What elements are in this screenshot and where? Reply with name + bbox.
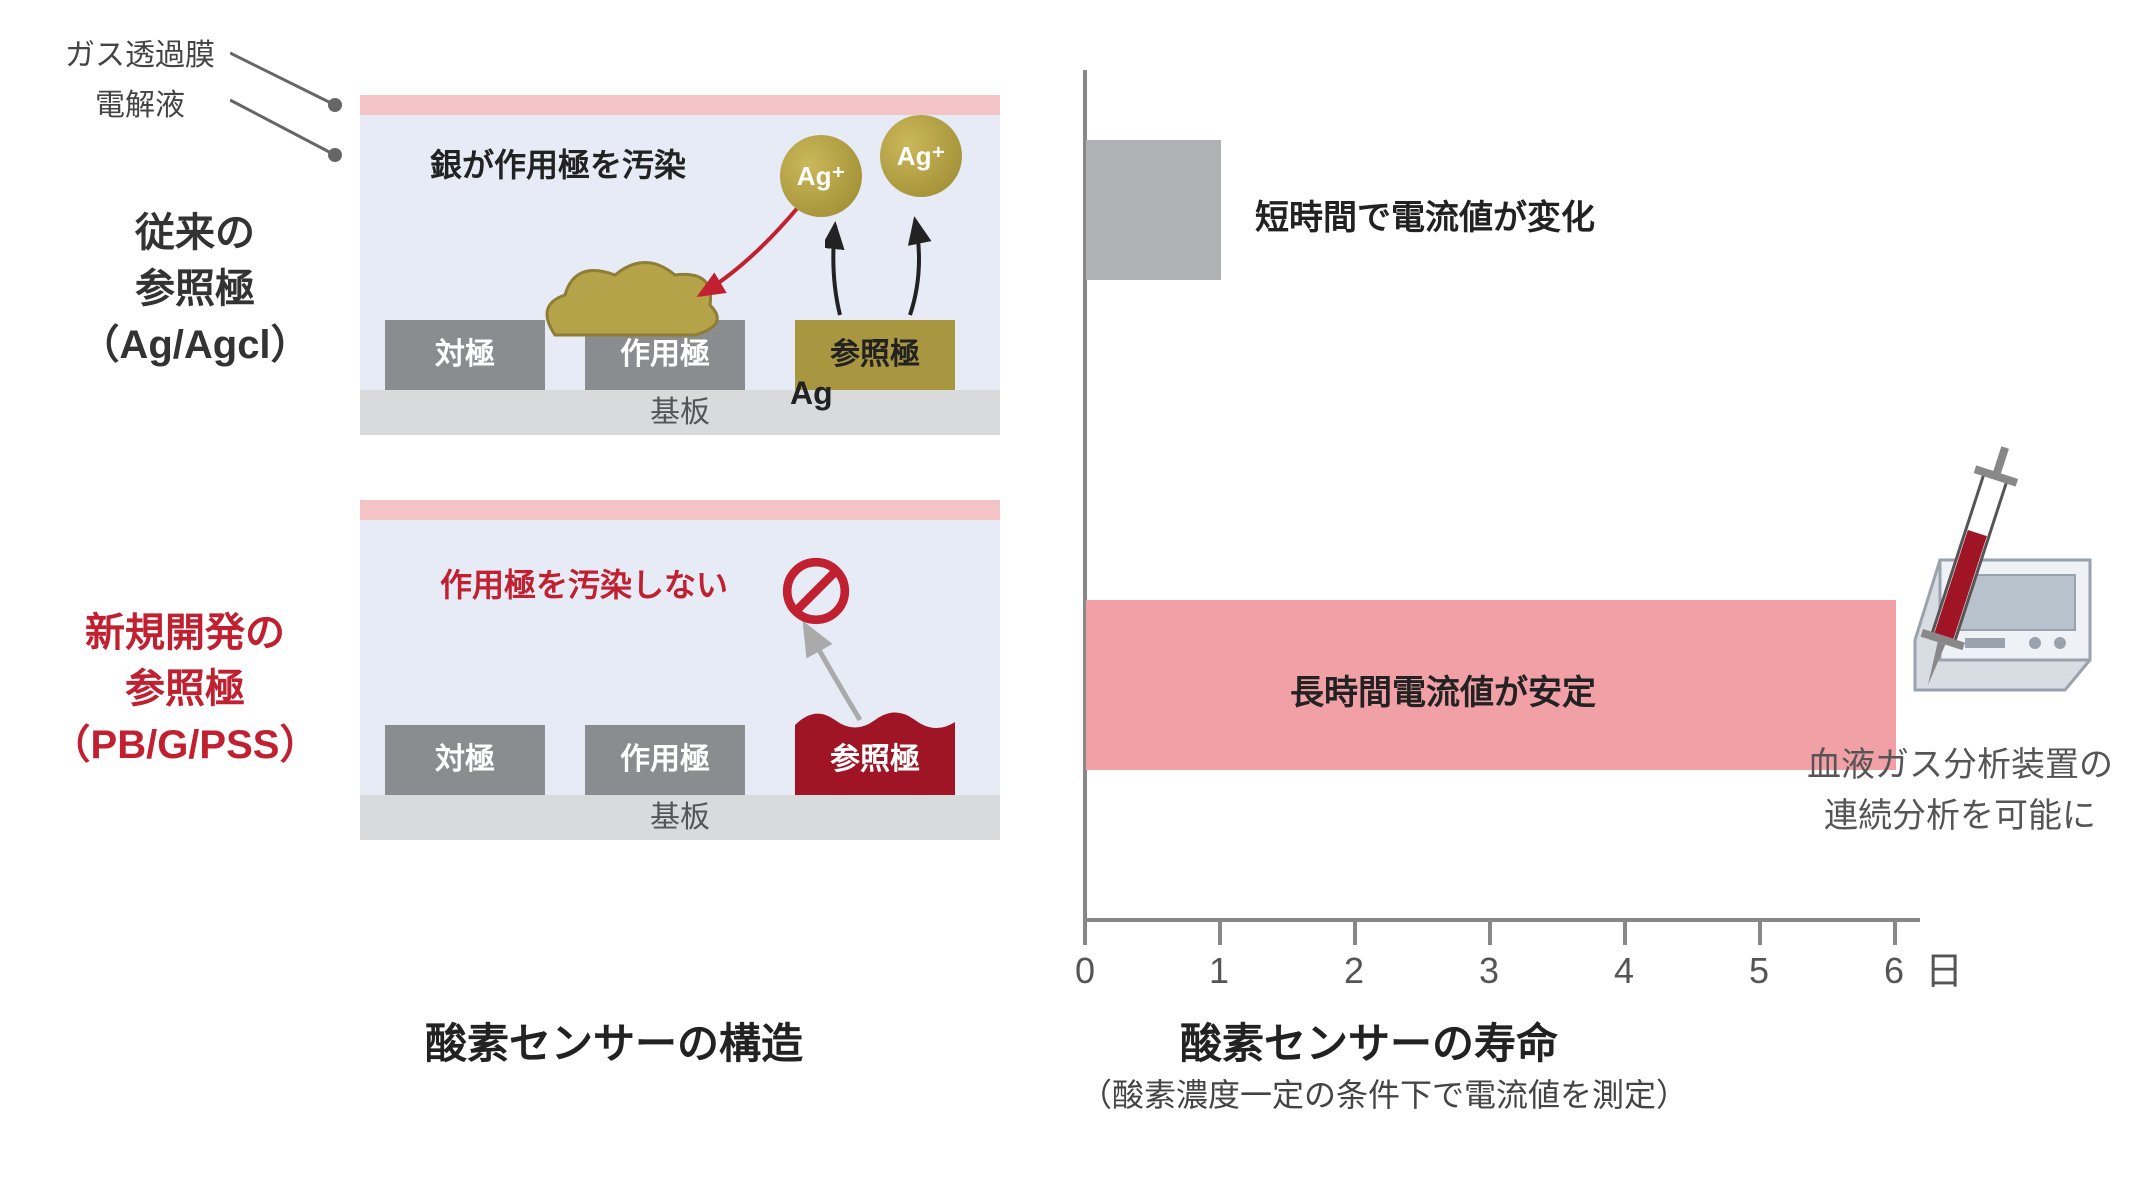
new-label-l2: 参照極	[20, 661, 350, 717]
conventional-label-l3: （Ag/Agcl）	[50, 317, 340, 373]
substrate-label-2: 基板	[360, 792, 1000, 836]
new-caption: 作用極を汚染しない	[440, 560, 728, 606]
left-bottom-title: 酸素センサーの構造	[425, 1010, 803, 1071]
membrane-layer	[360, 95, 1000, 115]
conventional-caption: 銀が作用極を汚染	[430, 140, 686, 186]
right-bottom-title: 酸素センサーの寿命	[1180, 1010, 1558, 1071]
arrow-red	[690, 195, 810, 325]
counter-electrode-2: 対極	[385, 725, 545, 795]
arrow-gray	[780, 610, 900, 730]
bar-conventional	[1086, 140, 1221, 280]
tick-3: 3	[1479, 950, 1499, 992]
bar-new-label: 長時間電流値が安定	[1290, 665, 1596, 714]
new-row-label: 新規開発の 参照極 （PB/G/PSS）	[20, 605, 350, 773]
new-label-l3: （PB/G/PSS）	[20, 717, 350, 773]
analyzer-device-icon	[1860, 440, 2110, 720]
conventional-label-l1: 従来の	[50, 205, 340, 261]
substrate-label: 基板	[360, 387, 1000, 431]
counter-electrode: 対極	[385, 320, 545, 390]
axis-unit: 日	[1925, 940, 1963, 995]
new-diagram: 基板 対極 作用極 参照極 作用極を汚染しない	[360, 500, 1000, 840]
result-line1: 血液ガス分析装置の	[1790, 740, 2130, 791]
conventional-diagram: 基板 対極 作用極 参照極 Ag Ag⁺ Ag⁺ 銀が作用極を汚染	[360, 95, 1000, 435]
tick-2: 2	[1344, 950, 1364, 992]
arrow-black-2	[900, 210, 960, 325]
ag-ion-1: Ag⁺	[780, 135, 862, 217]
electrolyte-callout-label: 電解液	[95, 80, 185, 124]
tick-6: 6	[1884, 950, 1904, 992]
working-electrode-2: 作用極	[585, 725, 745, 795]
new-label-l1: 新規開発の	[20, 605, 350, 661]
tick-1: 1	[1209, 950, 1229, 992]
conventional-label-l2: 参照極	[50, 261, 340, 317]
reference-electrode-2-label: 参照極	[795, 725, 955, 795]
tick-0: 0	[1075, 950, 1095, 992]
tick-5: 5	[1749, 950, 1769, 992]
membrane-layer-2	[360, 500, 1000, 520]
result-text: 血液ガス分析装置の 連続分析を可能に	[1790, 740, 2130, 842]
arrow-black-1	[825, 215, 885, 325]
ag-ion-2: Ag⁺	[880, 115, 962, 197]
conventional-row-label: 従来の 参照極 （Ag/Agcl）	[50, 205, 340, 373]
tick-4: 4	[1614, 950, 1634, 992]
right-bottom-sub: （酸素濃度一定の条件下で電流値を測定）	[1080, 1070, 1688, 1116]
bar-conventional-label: 短時間で電流値が変化	[1255, 190, 1595, 239]
ag-label: Ag	[790, 375, 833, 412]
result-line2: 連続分析を可能に	[1790, 791, 2130, 842]
membrane-callout-label: ガス透過膜	[65, 30, 215, 74]
prohibit-icon	[780, 555, 852, 627]
